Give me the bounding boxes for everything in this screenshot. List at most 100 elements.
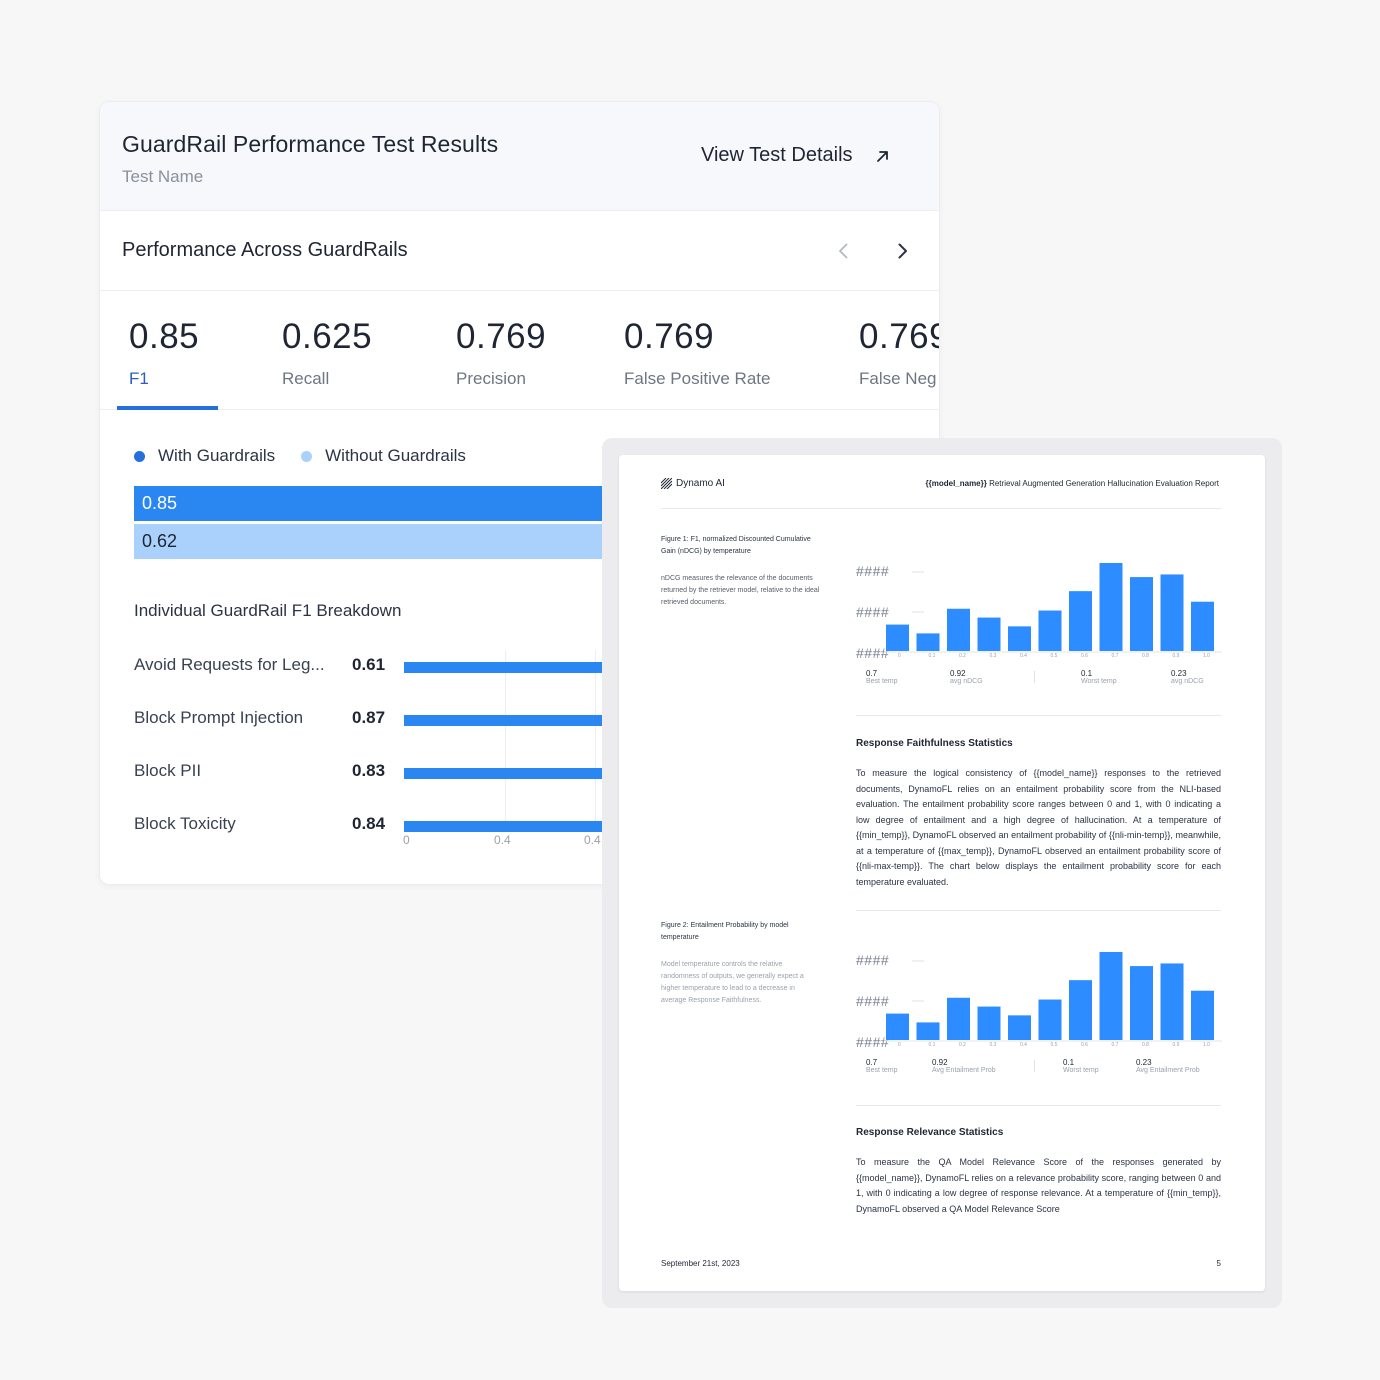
breakdown-row: Block Prompt Injection 0.87 — [134, 708, 934, 732]
breakdown-value: 0.61 — [352, 655, 386, 674]
chart-bar — [916, 1022, 940, 1040]
figure-2-stats: 0.7 Best temp 0.92 Avg Entailment Prob 0… — [866, 1058, 1226, 1082]
breakdown-bar — [404, 821, 614, 832]
x-tick-label: 0.6 — [1081, 653, 1088, 659]
stat-label: Best temp — [866, 678, 898, 685]
axis-placeholder: #### — [856, 1034, 890, 1050]
axis-placeholder: #### — [856, 952, 890, 968]
breakdown-label: Block PII — [134, 761, 202, 780]
figure-1-bar-chart: 0 0.1 0.2 0.3 0.4 0.5 0.6 0.7 0.8 0.9 1.0 — [884, 563, 1222, 659]
chart-bar — [1008, 626, 1031, 651]
stat-label: Worst temp — [1063, 1067, 1099, 1074]
view-test-details-label: View Test Details — [701, 144, 853, 166]
section-2-title: Response Relevance Statistics — [856, 1127, 1004, 1138]
stat-value: 0.7 — [866, 669, 878, 678]
metric-tab-false-negative-rate[interactable]: 0.769 False Neg — [859, 317, 939, 389]
stat-label: Avg Entailment Prob — [932, 1067, 996, 1074]
x-tick-label: 0.1 — [929, 1042, 936, 1048]
stat-value: 0.23 — [1136, 1058, 1152, 1067]
x-tick-label: 0.8 — [1142, 653, 1149, 659]
axis-placeholder: #### — [856, 604, 890, 620]
figure-2-bar-chart: 0 0.1 0.2 0.3 0.4 0.5 0.6 0.7 0.8 0.9 1.0 — [884, 952, 1222, 1048]
chart-bar — [1130, 966, 1153, 1040]
x-tick-label: 0.4 — [1020, 653, 1027, 659]
chart-bar — [1099, 952, 1123, 1040]
test-name: Test Name — [122, 167, 204, 186]
x-tick-label: 0.2 — [959, 653, 966, 659]
grid-line — [505, 650, 506, 830]
stat: 0.23 avg nDCG — [1171, 669, 1204, 685]
with-guardrails-bar: 0.85 — [134, 486, 614, 521]
breakdown-label: Avoid Requests for Leg... — [134, 655, 325, 674]
section-title: Performance Across GuardRails — [122, 239, 408, 261]
chart-bar — [1191, 601, 1214, 651]
chart-bar — [1130, 577, 1153, 651]
metric-tab-recall[interactable]: 0.625 Recall — [282, 317, 372, 389]
report-header-model: {{model_name}} — [925, 479, 987, 488]
stat-label: avg nDCG — [1171, 678, 1204, 685]
card-header: GuardRail Performance Test Results Test … — [100, 102, 939, 211]
report-header-title: {{model_name}} Retrieval Augmented Gener… — [926, 479, 1220, 488]
chevron-right-icon[interactable] — [892, 241, 912, 261]
metric-value: 0.85 — [129, 317, 200, 356]
chart-bar — [886, 624, 909, 651]
metric-label: False Neg — [859, 369, 937, 388]
figure-1-description: nDCG measures the relevance of the docum… — [661, 575, 820, 606]
bar-value: 0.85 — [142, 493, 178, 513]
stat: 0.1 Worst temp — [1081, 669, 1117, 685]
stat: 0.92 avg nDCG — [950, 669, 983, 685]
chart-bar — [1099, 563, 1123, 651]
metric-label: F1 — [129, 369, 149, 388]
stat: 0.92 Avg Entailment Prob — [932, 1058, 996, 1074]
stat-value: 0.92 — [932, 1058, 948, 1067]
legend-without-guardrails: Without Guardrails — [301, 446, 466, 466]
x-tick-label: 0.2 — [959, 1042, 966, 1048]
stat: 0.7 Best temp — [866, 1058, 898, 1074]
section-divider — [856, 715, 1221, 716]
without-guardrails-bar: 0.62 — [134, 524, 614, 559]
section-1-body: To measure the logical consistency of {{… — [856, 768, 1221, 887]
chevron-left-icon[interactable] — [834, 241, 854, 261]
section-divider — [856, 910, 1221, 911]
dynamo-logo-icon — [661, 478, 672, 489]
stat-value: 0.23 — [1171, 669, 1187, 678]
legend-dot-icon — [301, 450, 313, 462]
chart-bar — [1008, 1015, 1031, 1040]
metric-label: Precision — [456, 369, 526, 388]
report-header-text: Retrieval Augmented Generation Hallucina… — [986, 479, 1219, 488]
breakdown-row: Avoid Requests for Leg... 0.61 — [134, 655, 934, 679]
metric-label: Recall — [282, 369, 330, 388]
legend-label: Without Guardrails — [325, 446, 466, 465]
metric-value: 0.769 — [624, 317, 715, 356]
chart-bar — [1160, 963, 1184, 1040]
breakdown-row: Block Toxicity 0.84 — [134, 814, 934, 838]
x-tick-label: 1.0 — [1203, 1042, 1210, 1048]
metric-tab-precision[interactable]: 0.769 Precision — [456, 317, 546, 389]
x-tick-label: 0.7 — [1112, 653, 1119, 659]
chart-bar — [947, 608, 970, 651]
stat-label: Best temp — [866, 1067, 898, 1074]
chart-bar — [886, 1013, 909, 1040]
view-test-details-link[interactable]: View Test Details — [701, 144, 891, 167]
x-tick-label: 0.3 — [990, 653, 997, 659]
header-divider — [661, 508, 1221, 509]
breakdown-value: 0.87 — [352, 708, 386, 727]
axis-placeholder: #### — [856, 645, 890, 661]
metric-tab-false-positive-rate[interactable]: 0.769 False Positive Rate — [624, 317, 770, 389]
report-page: Dynamo AI {{model_name}} Retrieval Augme… — [619, 455, 1265, 1291]
x-tick-label: 0.8 — [1142, 1042, 1149, 1048]
legend-with-guardrails: With Guardrails — [134, 446, 275, 466]
metrics-tabs: 0.85 F1 0.625 Recall 0.769 Precision 0.7… — [100, 291, 939, 410]
chart-bar — [1069, 980, 1092, 1040]
x-tick-label: 0.5 — [1051, 1042, 1058, 1048]
chart-bar — [1160, 574, 1184, 651]
stat-label: Avg Entailment Prob — [1136, 1067, 1200, 1074]
axis-tick-label: 0 — [403, 833, 410, 847]
stat: 0.23 Avg Entailment Prob — [1136, 1058, 1200, 1074]
breakdown-label: Block Prompt Injection — [134, 708, 304, 727]
metric-value: 0.625 — [282, 317, 373, 356]
breakdown-row: Block PII 0.83 — [134, 761, 934, 785]
performance-section-header: Performance Across GuardRails — [100, 211, 939, 291]
metric-tab-f1[interactable]: 0.85 F1 — [129, 317, 199, 389]
metric-value: 0.769 — [456, 317, 547, 356]
